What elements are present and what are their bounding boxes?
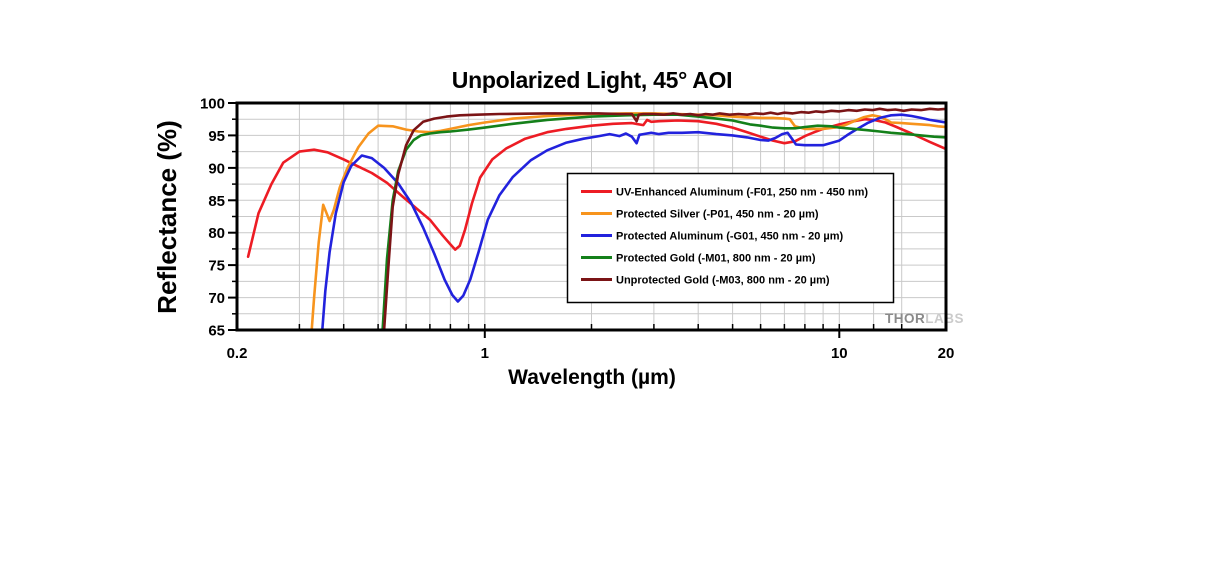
x-tick-label: 1 [481, 345, 489, 362]
y-tick-label: 65 [208, 323, 225, 340]
y-tick-label: 100 [200, 96, 225, 113]
y-axis-label: Reflectance (%) [152, 120, 182, 314]
y-tick-label: 85 [208, 193, 225, 210]
y-tick-label: 80 [208, 225, 225, 242]
series-curves [246, 107, 945, 329]
thorlabs-watermark-labs: LABS [925, 311, 964, 326]
series-line [321, 113, 945, 329]
series-line [381, 113, 945, 329]
axis-tick-labels: 65 70 75 80 85 90 95 100 0.2 1 10 20 [200, 96, 954, 363]
legend: UV-Enhanced Aluminum (-F01, 250 nm - 450… [566, 172, 895, 304]
legend-entry-label: Protected Silver (-P01, 450 nm - 20 µm) [616, 209, 819, 221]
thorlabs-watermark: THORLABS [885, 311, 964, 326]
x-tick-label: 10 [831, 345, 848, 362]
legend-entry-label: Protected Aluminum (-G01, 450 nm - 20 µm… [616, 231, 844, 243]
x-tick-label: 0.2 [227, 345, 248, 362]
legend-entry-label: Protected Gold (-M01, 800 nm - 20 µm) [616, 253, 816, 265]
x-axis-label: Wavelength (µm) [508, 366, 676, 389]
thorlabs-watermark-thor: THOR [885, 311, 925, 326]
legend-entry-label: Unprotected Gold (-M03, 800 nm - 20 µm) [616, 275, 830, 287]
legend-box [566, 172, 895, 304]
x-tick-label: 20 [938, 345, 955, 362]
series-line [382, 107, 945, 329]
y-tick-label: 90 [208, 160, 225, 177]
y-tick-label: 70 [208, 290, 225, 307]
y-tick-label: 95 [208, 128, 225, 145]
y-tick-label: 75 [208, 258, 225, 275]
legend-entry-label: UV-Enhanced Aluminum (-F01, 250 nm - 450… [616, 187, 868, 199]
chart-title: Unpolarized Light, 45° AOI [452, 67, 732, 93]
axis-ticks [228, 102, 903, 338]
